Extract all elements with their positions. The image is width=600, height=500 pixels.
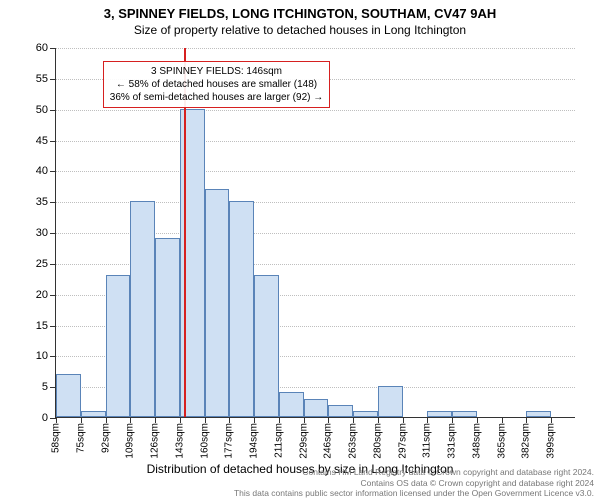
x-tick-label: 399sqm	[546, 423, 557, 459]
x-tick-label: 143sqm	[174, 423, 185, 459]
histogram-bar	[254, 275, 279, 417]
x-tick-label: 246sqm	[323, 423, 334, 459]
x-tick-label: 92sqm	[100, 423, 111, 453]
x-tick-label: 365sqm	[496, 423, 507, 459]
license-line: Contains OS data © Crown copyright and d…	[234, 478, 594, 488]
y-tick	[50, 202, 56, 203]
license-text: Contains HM Land Registry data © Crown c…	[234, 467, 594, 498]
chart-title-sub: Size of property relative to detached ho…	[0, 23, 600, 37]
histogram-bar	[130, 201, 155, 417]
x-tick-label: 280sqm	[372, 423, 383, 459]
x-tick-label: 109sqm	[125, 423, 136, 459]
histogram-bar	[155, 238, 180, 417]
y-tick	[50, 233, 56, 234]
y-tick-label: 10	[36, 350, 48, 362]
x-tick-label: 194sqm	[249, 423, 260, 459]
title-block: 3, SPINNEY FIELDS, LONG ITCHINGTON, SOUT…	[0, 0, 600, 37]
x-tick-label: 229sqm	[298, 423, 309, 459]
y-tick	[50, 79, 56, 80]
histogram-bar	[427, 411, 452, 417]
x-tick-label: 75sqm	[75, 423, 86, 453]
histogram-bar	[106, 275, 131, 417]
x-tick-label: 311sqm	[422, 423, 433, 458]
histogram-bar	[328, 405, 353, 417]
y-tick-label: 60	[36, 42, 48, 54]
y-tick-label: 5	[42, 381, 48, 393]
x-tick-label: 126sqm	[150, 423, 161, 459]
x-tick-label: 211sqm	[273, 423, 284, 458]
chart-title-main: 3, SPINNEY FIELDS, LONG ITCHINGTON, SOUT…	[0, 6, 600, 21]
y-tick-label: 50	[36, 104, 48, 116]
y-tick	[50, 141, 56, 142]
gridline	[56, 141, 575, 142]
y-tick-label: 0	[42, 412, 48, 424]
plot-area: 05101520253035404550556058sqm75sqm92sqm1…	[55, 48, 575, 418]
x-tick-label: 382sqm	[521, 423, 532, 459]
x-tick-label: 177sqm	[224, 423, 235, 459]
y-tick-label: 15	[36, 320, 48, 332]
histogram-bar	[81, 411, 106, 417]
x-tick-label: 58sqm	[51, 423, 62, 453]
annotation-line: 3 SPINNEY FIELDS: 146sqm	[110, 65, 323, 78]
y-tick	[50, 326, 56, 327]
gridline	[56, 171, 575, 172]
y-tick-label: 35	[36, 196, 48, 208]
histogram-bar	[353, 411, 378, 417]
x-tick-label: 348sqm	[471, 423, 482, 459]
histogram-bar	[304, 399, 329, 418]
annotation-box: 3 SPINNEY FIELDS: 146sqm← 58% of detache…	[103, 61, 330, 108]
histogram-bar	[279, 392, 304, 417]
x-tick-label: 297sqm	[397, 423, 408, 459]
y-tick	[50, 110, 56, 111]
gridline	[56, 110, 575, 111]
histogram-bar	[452, 411, 477, 417]
y-tick	[50, 356, 56, 357]
y-tick-label: 40	[36, 165, 48, 177]
y-tick-label: 45	[36, 135, 48, 147]
y-tick	[50, 48, 56, 49]
gridline	[56, 48, 575, 49]
x-tick-label: 331sqm	[447, 423, 458, 459]
histogram-bar	[378, 386, 403, 417]
y-tick-label: 55	[36, 73, 48, 85]
chart-container: 3, SPINNEY FIELDS, LONG ITCHINGTON, SOUT…	[0, 0, 600, 500]
histogram-bar	[205, 189, 230, 417]
x-tick-label: 160sqm	[199, 423, 210, 459]
y-tick	[50, 264, 56, 265]
histogram-bar	[56, 374, 81, 417]
license-line: This data contains public sector informa…	[234, 488, 594, 498]
y-tick	[50, 295, 56, 296]
license-line: Contains HM Land Registry data © Crown c…	[234, 467, 594, 477]
x-tick-label: 263sqm	[348, 423, 359, 459]
annotation-line: 36% of semi-detached houses are larger (…	[110, 91, 323, 104]
y-tick-label: 30	[36, 227, 48, 239]
histogram-bar	[229, 201, 254, 417]
y-tick	[50, 171, 56, 172]
histogram-bar	[526, 411, 551, 417]
y-tick-label: 20	[36, 289, 48, 301]
y-tick-label: 25	[36, 258, 48, 270]
annotation-line: ← 58% of detached houses are smaller (14…	[110, 78, 323, 91]
